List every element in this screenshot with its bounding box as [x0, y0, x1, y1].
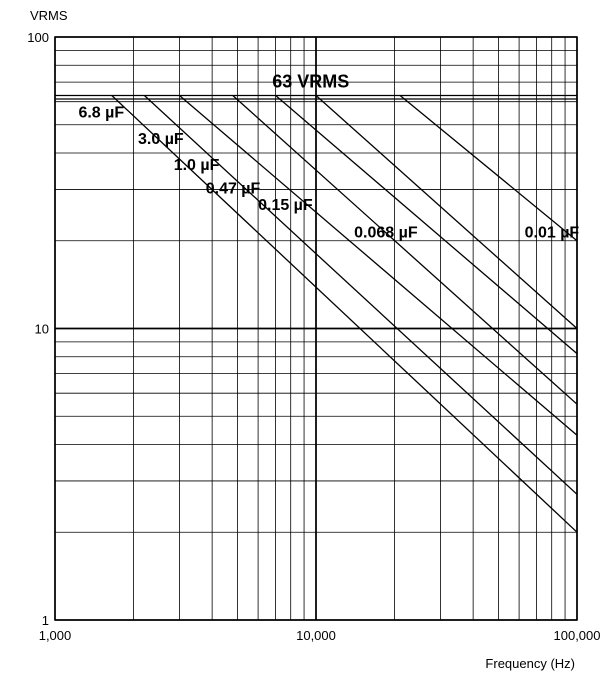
series-label: 3.0 µF — [138, 131, 184, 148]
series-line — [111, 95, 578, 533]
series-label: 0.068 µF — [354, 225, 418, 242]
y-axis-label: VRMS — [30, 8, 68, 23]
series-lines — [111, 94, 578, 533]
series-label: 0.01 µF — [525, 225, 580, 242]
series-line — [275, 95, 578, 355]
y-tick-label: 10 — [35, 322, 49, 337]
y-tick-label: 1 — [42, 613, 49, 628]
x-axis-label: Frequency (Hz) — [485, 656, 575, 671]
x-tick-label: 1,000 — [39, 628, 72, 643]
x-tick-label: 10,000 — [296, 628, 336, 643]
annotation-63-vrms: 63 VRMS — [272, 71, 349, 91]
series-label: 0.15 µF — [258, 197, 313, 214]
series-line — [315, 95, 578, 329]
series-labels: 6.8 µF 3.0 µF 1.0 µF 0.47 µF0.15 µF 0.068 µF… — [78, 104, 579, 241]
series-label: 6.8 µF — [78, 104, 124, 121]
series-line — [232, 95, 578, 405]
reference-line-63-vrms — [55, 94, 577, 100]
x-tick-labels: 1,000 10,000 100,000 — [39, 628, 601, 643]
series-line — [399, 94, 578, 242]
series-line — [179, 95, 578, 436]
series-label: 0.47 µF — [206, 181, 261, 198]
x-tick-label: 100,000 — [554, 628, 601, 643]
series-label: 1.0 µF — [174, 157, 220, 174]
y-tick-label: 100 — [27, 30, 49, 45]
y-tick-labels: 1 10 100 — [27, 30, 49, 628]
series-line — [143, 95, 578, 495]
